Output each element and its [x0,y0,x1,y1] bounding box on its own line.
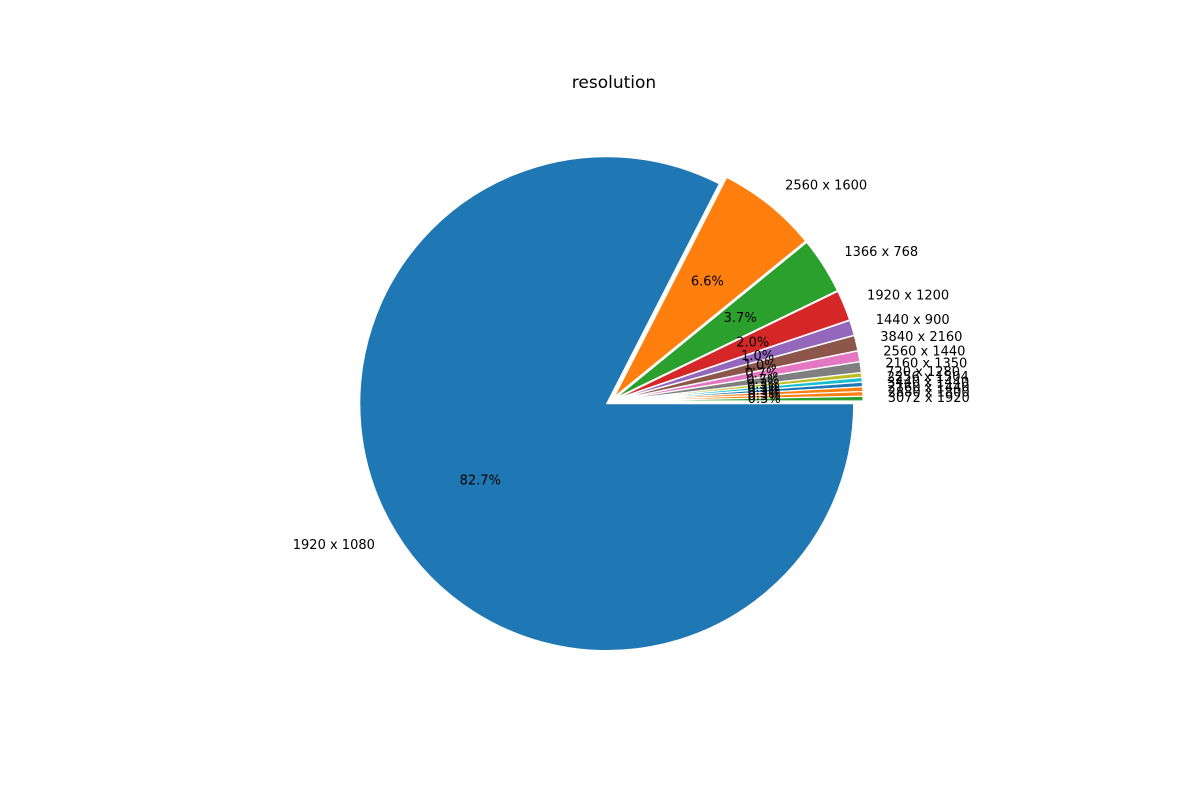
slice-percent-2560-x-1440: 0.7% [745,366,778,381]
slice-percent-1440-x-900: 1.0% [741,349,774,364]
chart-title: resolution [572,73,656,93]
slice-percent-1920-x-1080: 82.7% [460,473,501,488]
slice-label-2560-x-1600: 2560 x 1600 [785,178,867,193]
slice-label-1920-x-1200: 1920 x 1200 [867,289,949,304]
pie-slice-1920-x-1080 [359,156,855,652]
pie-slice-1366-x-768 [614,241,839,399]
slice-label-1366-x-768: 1366 x 768 [844,245,918,260]
slice-label-3840-x-2160: 3840 x 2160 [880,330,962,345]
slice-label-2880-x-1800: 2880 x 1800 [888,386,970,401]
slice-label-1920-x-1080: 1920 x 1080 [293,538,375,553]
slice-percent-1920-x-1200: 2.0% [736,335,769,350]
slice-label-2160-x-1440: 2160 x 1440 [887,380,969,395]
slice-label-1440-x-900: 1440 x 900 [876,313,950,328]
slice-percent-720-x-1280: 0.3% [747,378,780,393]
slice-percent-2160-x-1440: 0.3% [748,386,781,401]
slice-label-720-x-1280: 720 x 1280 [886,365,960,380]
slice-label-2560-x-1440: 2560 x 1440 [883,344,965,359]
slice-percent-3072-x-1920: 0.3% [748,392,781,407]
slice-label-3440-x-1440: 3440 x 1440 [887,375,969,390]
slice-percent-2160-x-1350: 0.7% [746,373,779,388]
slice-percent-1366-x-768: 3.7% [724,311,757,326]
slice-label-3072-x-1920: 3072 x 1920 [888,391,970,406]
slice-percent-2880-x-1800: 0.3% [748,389,781,404]
slice-percent-2560-x-1600: 6.6% [691,274,724,289]
slice-percent-3440-x-1440: 0.3% [747,383,780,398]
slice-label-2256-x-1504: 2256 x 1504 [887,370,969,385]
slice-percent-2256-x-1504: 0.3% [747,381,780,396]
slice-label-2160-x-1350: 2160 x 1350 [885,356,967,371]
pie-slice-3072-x-1920 [615,395,864,402]
pie-slices [359,156,864,652]
slice-percent-3840-x-2160: 1.0% [744,358,777,373]
pie-slice-2560-x-1600 [613,176,807,398]
pie-labels: 1920 x 1080 82.7% 2560 x 1600 6.6% 1366 x 76… [293,178,970,552]
